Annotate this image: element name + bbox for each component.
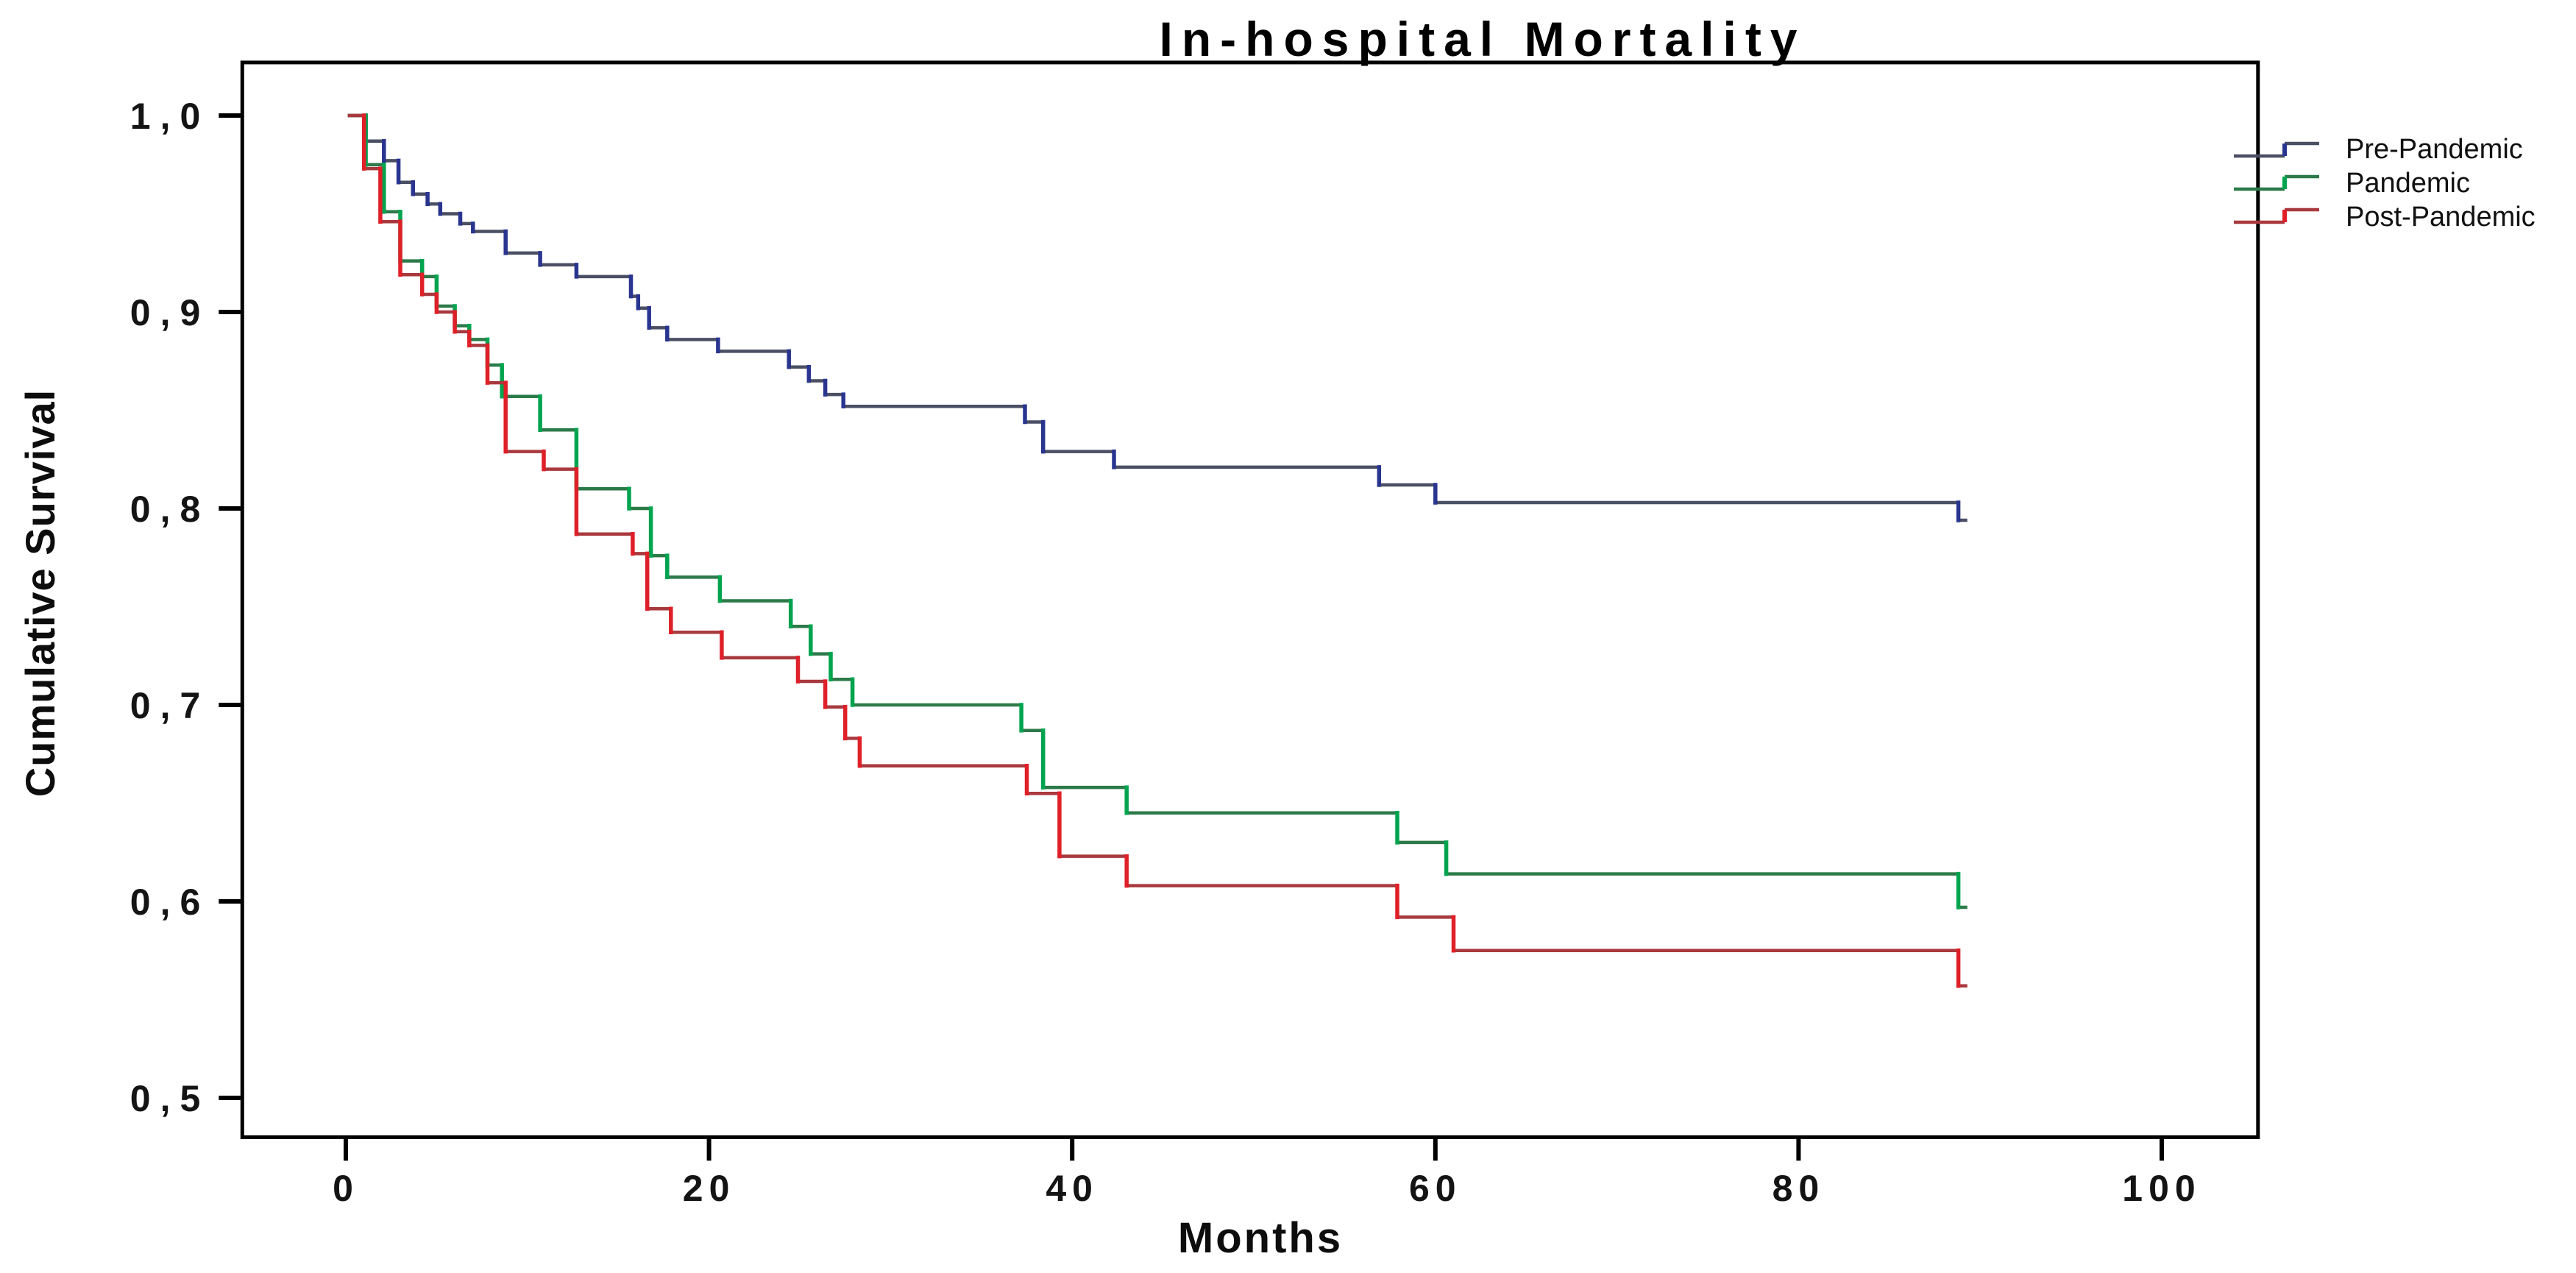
x-tick-label: 100 (2122, 1168, 2201, 1209)
curve-pre-pandemic-plateaus (347, 113, 1968, 522)
y-tick-label: 0,6 (130, 882, 210, 923)
curve-pandemic-plateaus (347, 113, 1968, 909)
y-tick-label: 1,0 (130, 96, 210, 137)
legend-item-pre-pandemic: Pre-Pandemic (2234, 134, 2523, 165)
x-tick-label: 60 (1409, 1168, 1462, 1209)
x-tick-label: 80 (1773, 1168, 1825, 1209)
curve-post-pandemic-drops (361, 113, 1961, 988)
chart-title: In-hospital Mortality (1160, 12, 1806, 66)
plot-border (240, 60, 2260, 1139)
legend-item-pandemic: Pandemic (2234, 168, 2470, 199)
legend-item-post-pandemic: Post-Pandemic (2234, 202, 2536, 233)
y-tick-label: 0,8 (130, 489, 210, 530)
legend: Pre-Pandemic Pandemic Post-Pandemic (2234, 134, 2536, 233)
legend-glyph-line (2234, 208, 2319, 224)
legend-label-post-pandemic: Post-Pandemic (2346, 202, 2536, 233)
y-tick-label: 0,7 (130, 685, 210, 726)
legend-glyph-line (2234, 141, 2319, 158)
x-tick-label: 20 (683, 1168, 736, 1209)
x-tick-label: 0 (333, 1168, 359, 1209)
plot-area: 0 20 40 60 80 100 1,0 0,9 0,8 0,7 0,6 0,5 (130, 60, 2260, 1209)
legend-label-pre-pandemic: Pre-Pandemic (2346, 134, 2523, 165)
curve-post-pandemic-plateaus (347, 113, 1968, 988)
y-tick-label: 0,9 (130, 292, 210, 333)
curve-pre-pandemic-drops (363, 113, 1961, 522)
x-tick-label: 40 (1046, 1168, 1099, 1209)
y-axis-title: Cumulative Survival (17, 389, 63, 797)
x-axis-title: Months (1178, 1214, 1343, 1262)
legend-glyph-line (2234, 174, 2319, 191)
legend-label-pandemic: Pandemic (2346, 168, 2470, 199)
y-tick-label: 0,5 (130, 1078, 210, 1119)
legend-glyph-pandemic (2234, 174, 2319, 191)
legend-glyph-pre-pandemic (2234, 141, 2319, 158)
curve-pandemic-drops (363, 113, 1961, 909)
legend-glyph-post-pandemic (2234, 208, 2319, 224)
